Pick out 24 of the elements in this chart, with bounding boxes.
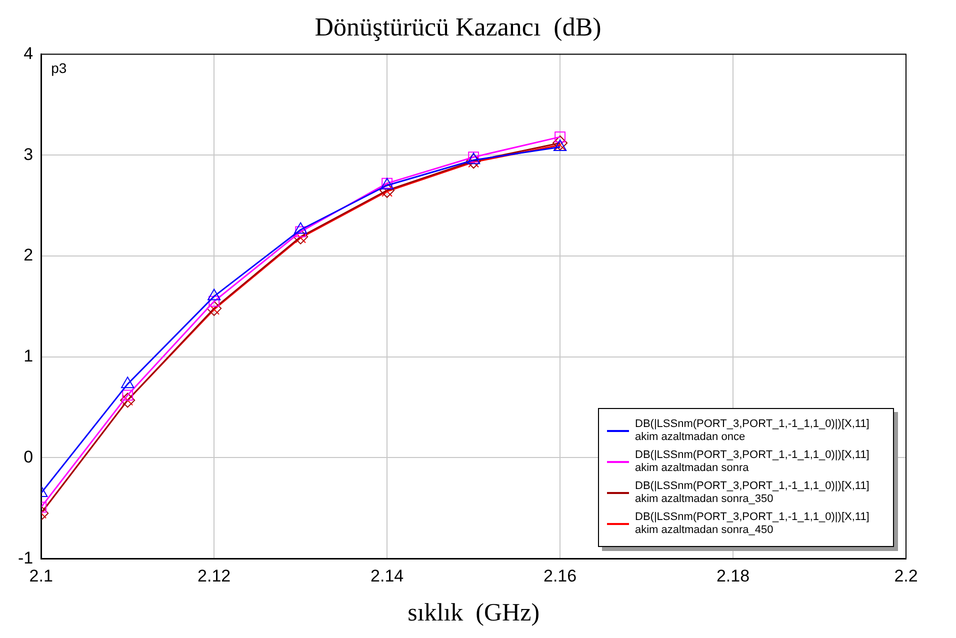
legend-label: DB(|LSSnm(PORT_3,PORT_1,-1_1,1_0)|)[X,11] akim azaltmadan sonra_350 xyxy=(635,480,870,506)
point xyxy=(552,135,568,150)
x-tick-label: 2.18 xyxy=(716,566,750,586)
point xyxy=(293,229,308,244)
y-tick-label: 2 xyxy=(24,246,34,265)
y-tick-label: 1 xyxy=(24,346,34,366)
x-tick-label: 2.16 xyxy=(544,566,577,586)
point xyxy=(208,296,220,307)
x-tick-label: 2.1 xyxy=(29,566,53,586)
legend-label: DB(|LSSnm(PORT_3,PORT_1,-1_1,1_0)|)[X,11] akim azaltmadan once xyxy=(635,418,870,444)
annotation: p3 xyxy=(51,60,67,76)
chart-title: Dönüştürücü Kazancı (dB) xyxy=(314,12,602,42)
x-tick-label: 2.12 xyxy=(198,566,231,586)
legend-label: DB(|LSSnm(PORT_3,PORT_1,-1_1,1_0)|)[X,11] akim azaltmadan sonra_450 xyxy=(635,510,870,537)
y-tick-label: -1 xyxy=(18,548,34,568)
y-tick-label: 3 xyxy=(24,144,34,164)
x-tick-label: 2.14 xyxy=(370,566,404,586)
x-tick-label: 2.2 xyxy=(894,566,918,586)
x-axis-title: sıklık (GHz) xyxy=(408,600,540,627)
point xyxy=(380,182,395,198)
y-tick-label: 0 xyxy=(24,447,34,466)
point xyxy=(466,154,482,169)
legend-label: DB(|LSSnm(PORT_3,PORT_1,-1_1,1_0)|)[X,11] akim azaltmadan sonra xyxy=(635,448,870,475)
y-tick-label: 4 xyxy=(24,44,34,63)
